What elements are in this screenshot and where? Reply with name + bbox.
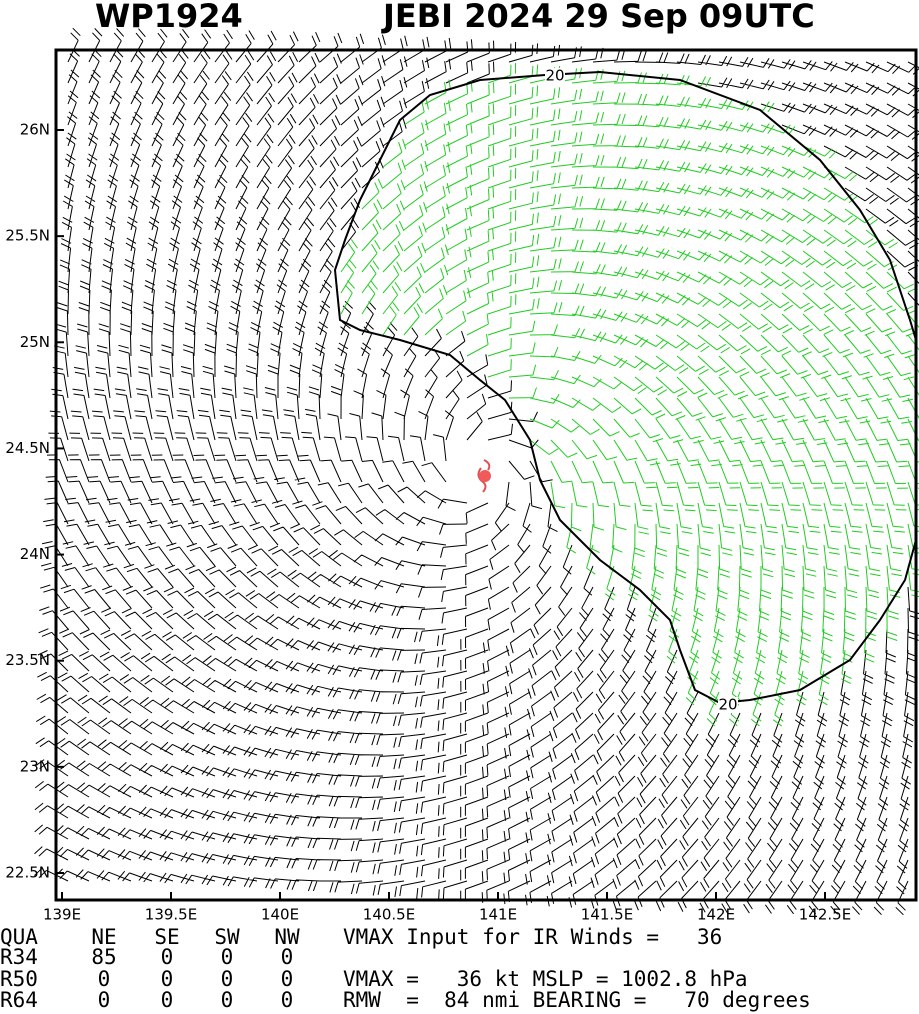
- table-cell: 0: [98, 967, 111, 991]
- x-tick-label: 139E: [43, 906, 81, 924]
- label-bg: [545, 68, 565, 84]
- table-cell: R34: [0, 945, 38, 969]
- title-right: JEBI 2024 29 Sep 09UTC: [381, 0, 815, 35]
- y-tick-label: 23N: [20, 757, 50, 775]
- x-tick-label: 142E: [697, 906, 735, 924]
- contour-label: 20: [718, 696, 737, 714]
- table-cell: 0: [281, 967, 294, 991]
- x-tick-label: 140.5E: [363, 906, 415, 924]
- table-cell: R50: [0, 967, 38, 991]
- table-note: VMAX = 36 kt MSLP = 1002.8 hPa: [343, 967, 748, 991]
- title-left: WP1924: [95, 0, 243, 35]
- x-tick-label: 141E: [479, 906, 517, 924]
- contour-label: 20: [545, 67, 564, 85]
- x-tick-label: 140E: [261, 906, 299, 924]
- x-tick-label: 142.5E: [799, 906, 851, 924]
- y-tick-label: 26N: [20, 121, 50, 139]
- table-cell: 85: [91, 945, 116, 969]
- storm-center: [479, 470, 491, 482]
- frame: [54, 48, 918, 902]
- table-cell: 0: [221, 967, 234, 991]
- contour-20: [333, 70, 917, 705]
- table-cell: 0: [161, 967, 174, 991]
- table-cell: R64: [0, 988, 38, 1012]
- y-tick-label: 25N: [20, 333, 50, 351]
- y-tick-label: 24.5N: [5, 439, 50, 457]
- table-cell: 0: [221, 988, 234, 1012]
- wind-barbs: [34, 27, 919, 916]
- y-tick-label: 22.5N: [5, 864, 50, 882]
- table-cell: QUA: [0, 925, 38, 949]
- table-cell: 0: [221, 945, 234, 969]
- table-note: VMAX Input for IR Winds = 36: [343, 925, 722, 949]
- table-cell: NE: [91, 925, 116, 949]
- y-tick-label: 24N: [20, 545, 50, 563]
- table-cell: NW: [274, 925, 300, 949]
- table-cell: SW: [214, 925, 240, 949]
- x-tick-label: 141.5E: [581, 906, 633, 924]
- table-cell: 0: [281, 988, 294, 1012]
- table-cell: 0: [98, 988, 111, 1012]
- table-cell: 0: [161, 988, 174, 1012]
- table-cell: 0: [161, 945, 174, 969]
- y-tick-label: 25.5N: [5, 227, 50, 245]
- storm-symbol: [477, 459, 491, 493]
- table-cell: SE: [154, 925, 179, 949]
- label-bg: [718, 697, 738, 713]
- barbs-strong: [340, 62, 919, 727]
- table-cell: 0: [281, 945, 294, 969]
- y-tick-label: 23.5N: [5, 651, 50, 669]
- x-tick-label: 139.5E: [145, 906, 197, 924]
- table-note: RMW = 84 nmi BEARING = 70 degrees: [343, 988, 811, 1012]
